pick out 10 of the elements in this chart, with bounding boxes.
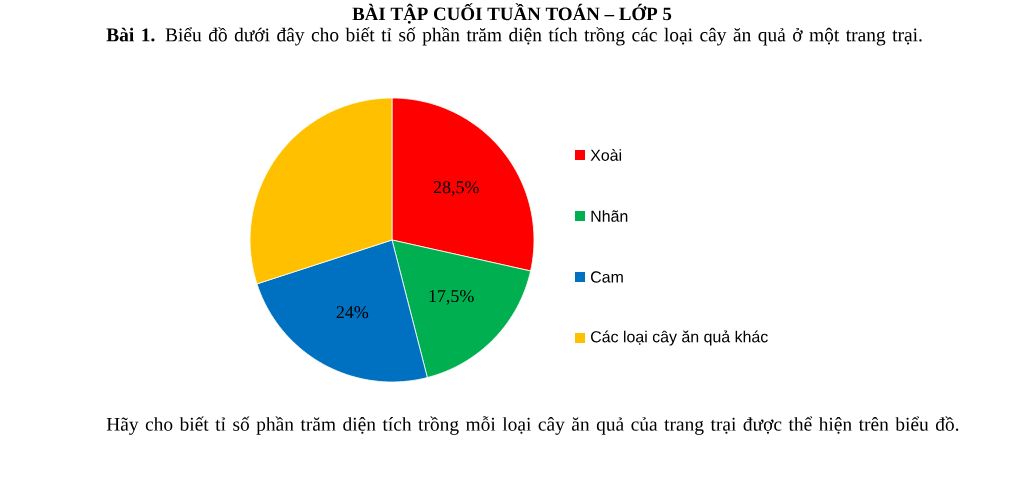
chart-title: BÀI TẬP CUỐI TUẦN TOÁN – LỚP 5 bbox=[352, 3, 672, 24]
legend-label: Cam bbox=[591, 271, 623, 283]
data-label: 24% bbox=[336, 306, 369, 319]
chart-subtitle: Bài 1. Biểu đồ dưới đây cho biết tỉ số phần trăm diện tích trồng các loại cây ăn quả ở một trang trại. bbox=[106, 27, 922, 46]
legend-label: Nhãn bbox=[591, 210, 628, 222]
legend-label: Các loại cây ăn quả khác bbox=[591, 330, 768, 346]
data-label: 28,5% bbox=[433, 181, 479, 196]
text: Hãy cho biết tỉ số phần trăm diện tích trồng mỗi loại cây ăn quả của trang trại được thể hiện trên biểu đồ. bbox=[106, 416, 959, 435]
data-label: 17,5% bbox=[429, 289, 474, 305]
legend-label: Xoài bbox=[590, 149, 622, 161]
